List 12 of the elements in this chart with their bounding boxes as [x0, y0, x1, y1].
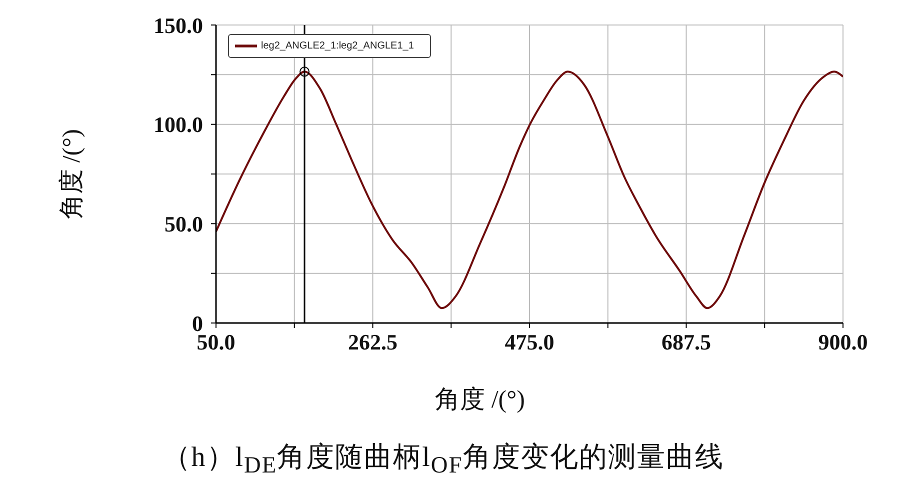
text: （h）l$_{DE}$角度随曲柄l$_{OF}$角度变化的测量曲线: [162, 442, 724, 479]
x-tick-label: 687.5: [662, 330, 711, 355]
x-tick-label: 900.0: [818, 330, 868, 355]
x-axis-title: 角度 /(°): [435, 386, 525, 414]
y-tick-label: 150.0: [154, 12, 203, 38]
y-tick-label: 0: [192, 310, 203, 336]
x-tick-label: 262.5: [348, 330, 398, 355]
y-axis-title: 角度 /(°): [58, 129, 86, 219]
x-tick-label: 475.0: [504, 330, 554, 355]
legend-label: leg2_ANGLE2_1:leg2_ANGLE1_1: [261, 40, 414, 52]
y-tick-label: 50.0: [164, 211, 203, 236]
y-tick-label: 100.0: [154, 112, 203, 138]
